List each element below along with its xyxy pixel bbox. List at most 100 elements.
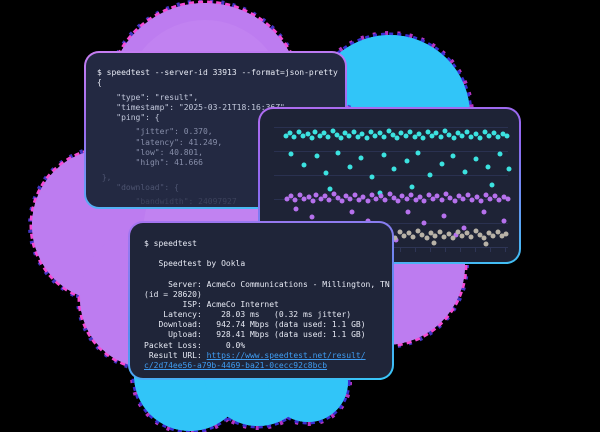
scatter-dot-cyan-band <box>450 153 456 159</box>
scatter-dot-purple-band <box>453 232 459 238</box>
scatter-dot-purple-band <box>297 192 303 198</box>
scatter-dot-cyan-band <box>415 150 421 156</box>
scatter-dot-cyan-band <box>459 133 465 139</box>
scatter-dot-gray-band <box>499 233 505 239</box>
scatter-dot-gray-band <box>459 233 465 239</box>
scatter-dot-purple-band <box>387 191 393 197</box>
chart-axis-tick <box>400 248 401 252</box>
scatter-dot-cyan-band <box>381 152 387 158</box>
scatter-dot-cyan-band <box>464 129 470 135</box>
scatter-dot-purple-band <box>460 196 466 202</box>
chart-gridline <box>274 223 508 224</box>
scatter-dot-cyan-band <box>283 133 289 139</box>
scatter-dot-cyan-band <box>381 134 387 140</box>
scatter-dot-cyan-band <box>327 186 333 192</box>
scatter-dot-purple-band <box>413 197 419 203</box>
scatter-dot-cyan-band <box>403 133 409 139</box>
scatter-dot-purple-band <box>382 197 388 203</box>
scatter-dot-cyan-band <box>317 133 323 139</box>
scatter-dot-purple-band <box>465 192 471 198</box>
scatter-dot-purple-band <box>434 193 440 199</box>
scatter-dot-purple-band <box>501 194 507 200</box>
result-url-link[interactable]: https://www.speedtest.net/result/ <box>206 350 366 360</box>
scatter-dot-purple-band <box>439 197 445 203</box>
scatter-dot-purple-band <box>306 194 312 200</box>
scatter-dot-cyan-band <box>506 166 512 172</box>
terminal-text: Speedtest by Ookla <box>144 259 246 269</box>
scatter-dot-cyan-band <box>377 130 383 136</box>
chart-axis-tick <box>430 248 431 252</box>
scatter-dot-cyan-band <box>305 131 311 137</box>
scatter-dot-cyan-band <box>314 153 320 159</box>
scatter-dot-cyan-band <box>438 134 444 140</box>
scatter-dot-gray-band <box>464 230 470 236</box>
terminal-text: "ping": { <box>97 113 160 123</box>
terminal-line: "low": 40.801, <box>97 148 345 158</box>
terminal-text <box>144 249 149 258</box>
scatter-dot-cyan-band <box>416 131 422 137</box>
terminal-text: "jitter": 0.370, <box>97 127 213 137</box>
scatter-dot-gray-band <box>450 235 456 241</box>
scatter-dot-cyan-band <box>321 130 327 136</box>
terminal-text: $ speedtest <box>144 239 197 248</box>
scatter-dot-purple-band <box>293 206 299 212</box>
scatter-dot-gray-band <box>490 233 496 239</box>
terminal-text: "low": 40.801, <box>97 148 203 158</box>
scatter-dot-purple-band <box>309 214 315 220</box>
scatter-dot-cyan-band <box>323 170 329 176</box>
scatter-dot-cyan-band <box>489 182 495 188</box>
terminal-text: { <box>97 78 102 88</box>
scatter-dot-purple-band <box>405 209 411 215</box>
scatter-dot-cyan-band <box>359 131 365 137</box>
scatter-dot-gray-band <box>495 229 501 235</box>
scatter-dot-cyan-band <box>497 151 503 157</box>
scatter-dot-cyan-band <box>325 134 331 140</box>
terminal-line: "latency": 41.249, <box>97 138 345 148</box>
scatter-dot-gray-band <box>446 231 452 237</box>
scatter-dot-cyan-band <box>504 133 510 139</box>
scatter-dot-purple-band <box>292 197 298 203</box>
scatter-dot-purple-band <box>404 196 410 202</box>
result-url-link[interactable]: c/2d74ee56-a79b-4469-ba21-0cecc92c8bcb <box>144 360 328 370</box>
scatter-dot-gray-band <box>410 234 416 240</box>
chart-axis-tick <box>445 248 446 252</box>
chart-axis-tick <box>505 248 506 252</box>
scatter-dot-purple-band <box>352 192 358 198</box>
terminal-text: "high": 41.666 <box>97 158 203 168</box>
scatter-dot-purple-band <box>349 209 355 215</box>
scatter-dot-purple-band <box>469 197 475 203</box>
scatter-dot-cyan-band <box>455 130 461 136</box>
scatter-dot-purple-band <box>313 192 319 198</box>
terminal-text: Result URL: <box>144 350 207 360</box>
scatter-dot-cyan-band <box>335 150 341 156</box>
scatter-dot-cyan-band <box>407 129 413 135</box>
scatter-dot-cyan-band <box>358 155 364 161</box>
scatter-dot-purple-band <box>365 198 371 204</box>
scatter-dot-cyan-band <box>301 162 307 168</box>
scatter-dot-cyan-band <box>446 132 452 138</box>
terminal-text: Download: 942.74 Mbps (data used: 1.1 GB… <box>144 320 366 330</box>
scatter-dot-purple-band <box>335 195 341 201</box>
terminal-line: $ speedtest <box>144 239 392 249</box>
scatter-dot-gray-band <box>419 232 425 238</box>
terminal-text: Server: AcmeCo Communications - Millingt… <box>144 279 390 289</box>
terminal-text: Latency: 28.03 ms (0.32 ms jitter) <box>144 310 352 320</box>
terminal-line <box>144 249 392 259</box>
scatter-dot-purple-band <box>284 196 290 202</box>
scatter-dot-cyan-band <box>500 131 506 137</box>
scatter-dot-gray-band <box>397 229 403 235</box>
terminal-line: (id = 28620) <box>144 290 392 300</box>
terminal-line: Speedtest by Ookla <box>144 259 392 269</box>
scatter-dot-purple-band <box>360 194 366 200</box>
scatter-dot-purple-band <box>487 196 493 202</box>
scatter-dot-gray-band <box>431 240 437 246</box>
terminal-line: Result URL: https://www.speedtest.net/re… <box>144 351 392 361</box>
scatter-dot-gray-band <box>406 230 412 236</box>
terminal-text: }, <box>97 172 112 182</box>
scatter-dot-cyan-band <box>338 135 344 141</box>
scatter-dot-purple-band <box>301 196 307 202</box>
scatter-dot-cyan-band <box>334 132 340 138</box>
terminal-line: c/2d74ee56-a79b-4469-ba21-0cecc92c8bcb <box>144 361 392 371</box>
scatter-dot-purple-band <box>347 196 353 202</box>
terminal-text: $ speedtest --server-id 33913 --format=j… <box>97 68 338 77</box>
